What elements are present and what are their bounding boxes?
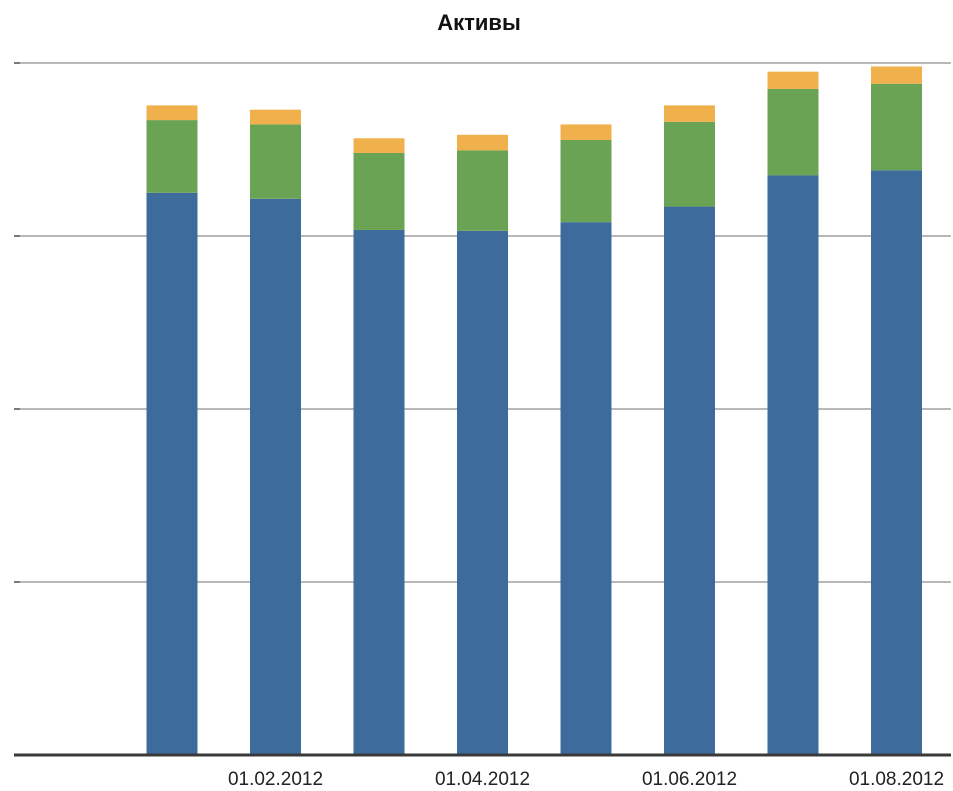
bar-segment-1-2 [250, 109, 301, 125]
bar-segment-2-0 [353, 229, 405, 755]
bar-segment-3-2 [457, 134, 508, 151]
bar-segment-1-1 [250, 124, 301, 199]
bar-segment-2-1 [353, 152, 405, 230]
bar-segment-0-1 [146, 120, 198, 193]
bar-segment-3-0 [457, 230, 508, 755]
bar-segment-7-2 [871, 66, 922, 84]
x-tick-label-5: 01.06.2012 [642, 769, 737, 790]
x-tick-label-7: 01.08.2012 [849, 769, 944, 790]
bar-segment-2-2 [353, 138, 405, 153]
bar-segment-0-0 [146, 192, 198, 755]
bar-segment-7-1 [871, 83, 922, 171]
x-tick-label-3: 01.04.2012 [435, 769, 530, 790]
bar-segment-4-2 [560, 124, 612, 140]
bar-segment-7-0 [871, 170, 922, 755]
bar-segment-4-1 [560, 139, 612, 223]
bar-segment-0-2 [146, 105, 198, 121]
bar-segment-6-1 [767, 88, 819, 176]
chart-title: Активы [437, 10, 521, 35]
bar-segment-4-0 [560, 222, 612, 755]
bar-segment-3-1 [457, 150, 508, 231]
bar-segment-5-1 [664, 121, 715, 207]
x-tick-labels: 01.02.2012 01.04.2012 01.06.2012 01.08.2012 [228, 769, 944, 790]
bar-segment-5-0 [664, 206, 715, 756]
bar-segment-6-0 [767, 175, 819, 755]
bar-segment-5-2 [664, 105, 715, 122]
bars [146, 66, 922, 756]
x-tick-label-1: 01.02.2012 [228, 769, 323, 790]
bar-segment-1-0 [250, 198, 301, 755]
bar-segment-6-2 [767, 71, 819, 89]
